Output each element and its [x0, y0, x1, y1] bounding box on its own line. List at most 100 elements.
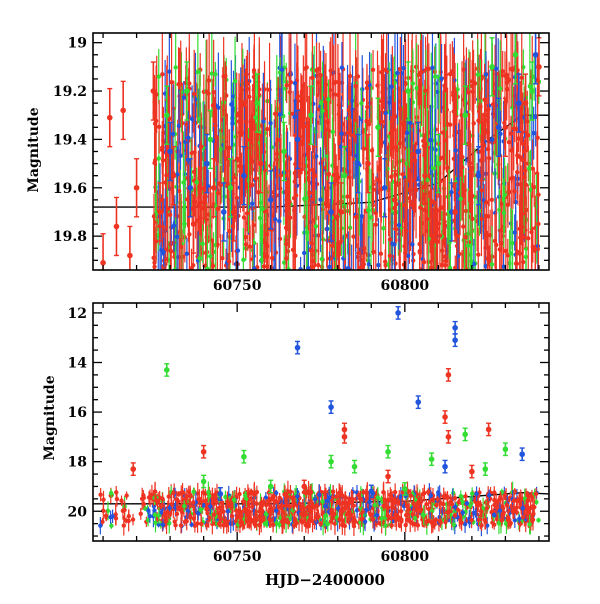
filler-marker — [410, 152, 414, 156]
filler-marker — [239, 102, 243, 106]
filler-marker — [153, 121, 157, 125]
series-2-point — [100, 234, 106, 292]
filler-marker — [504, 73, 508, 77]
filler-marker — [389, 85, 393, 89]
filler-marker — [448, 72, 452, 76]
filler-marker — [306, 176, 310, 180]
filler-marker — [326, 97, 330, 101]
filler-marker — [408, 121, 412, 125]
filler-marker — [227, 146, 231, 150]
filler-marker — [250, 201, 254, 205]
filler-marker — [292, 115, 296, 119]
x-tick-label: 60800 — [380, 278, 429, 294]
data-point — [127, 253, 133, 259]
filler-marker — [284, 83, 288, 87]
filler-marker — [523, 149, 527, 153]
filler-marker — [432, 200, 436, 204]
filler-marker — [260, 207, 264, 211]
filler-marker — [300, 109, 304, 113]
filler-marker — [422, 208, 426, 212]
filler-marker — [439, 76, 443, 80]
data-point — [114, 224, 120, 230]
filler-marker — [394, 145, 398, 149]
filler-point — [366, 187, 370, 233]
filler-marker — [479, 188, 483, 192]
filler-marker — [375, 83, 379, 87]
filler-marker — [211, 103, 215, 107]
data-point — [523, 100, 529, 106]
data-point — [204, 161, 210, 167]
data-point — [365, 161, 371, 167]
data-point — [228, 185, 234, 191]
filler-marker — [381, 226, 385, 230]
filler-marker — [405, 131, 409, 135]
filler-marker — [160, 145, 164, 149]
filler-marker — [181, 180, 185, 184]
filler-marker — [213, 72, 217, 76]
filler-marker — [504, 249, 508, 253]
filler-marker — [490, 137, 494, 141]
filler-marker — [245, 211, 249, 215]
filler-marker — [472, 121, 476, 125]
x-tick-label: 60750 — [213, 278, 262, 294]
filler-marker — [524, 183, 528, 187]
filler-marker — [502, 211, 506, 215]
filler-marker — [366, 258, 370, 262]
filler-marker — [411, 258, 415, 262]
data-point — [208, 137, 214, 143]
filler-marker — [374, 223, 378, 227]
data-point — [489, 64, 495, 70]
filler-marker — [380, 83, 384, 87]
filler-marker — [424, 142, 428, 146]
filler-marker — [277, 219, 281, 223]
filler-marker — [507, 190, 511, 194]
filler-marker — [232, 175, 236, 179]
filler-marker — [393, 114, 397, 118]
filler-marker — [213, 123, 217, 127]
filler-marker — [442, 138, 446, 142]
filler-marker — [442, 219, 446, 223]
filler-marker — [275, 138, 279, 142]
filler-marker — [490, 198, 494, 202]
filler-marker — [185, 252, 189, 256]
filler-marker — [384, 111, 388, 115]
data-point — [503, 125, 509, 131]
filler-marker — [295, 184, 299, 188]
filler-marker — [268, 121, 272, 125]
filler-marker — [242, 215, 246, 219]
data-point — [375, 125, 381, 131]
filler-marker — [432, 166, 436, 170]
filler-marker — [398, 141, 402, 145]
filler-point — [398, 111, 402, 176]
data-point — [231, 209, 237, 215]
filler-point — [516, 166, 520, 192]
filler-marker — [254, 154, 258, 158]
data-point — [100, 260, 106, 266]
filler-marker — [305, 121, 309, 125]
filler-marker — [486, 214, 490, 218]
filler-marker — [499, 73, 503, 77]
filler-marker — [379, 252, 383, 256]
filler-marker — [229, 102, 233, 106]
filler-marker — [514, 261, 518, 265]
filler-marker — [332, 81, 336, 85]
filler-marker — [196, 70, 200, 74]
filler-marker — [419, 70, 423, 74]
filler-marker — [289, 80, 293, 84]
data-point — [452, 209, 458, 215]
filler-marker — [486, 130, 490, 134]
data-point — [164, 112, 170, 118]
filler-marker — [356, 251, 360, 255]
data-point — [415, 149, 421, 155]
filler-marker — [151, 256, 155, 260]
data-point — [254, 100, 260, 106]
data-point — [476, 173, 482, 179]
filler-marker — [245, 82, 249, 86]
filler-marker — [314, 224, 318, 228]
filler-marker — [280, 68, 284, 72]
filler-marker — [303, 66, 307, 70]
filler-marker — [516, 177, 520, 181]
data-point — [281, 149, 287, 155]
filler-marker — [468, 169, 472, 173]
filler-marker — [251, 121, 255, 125]
